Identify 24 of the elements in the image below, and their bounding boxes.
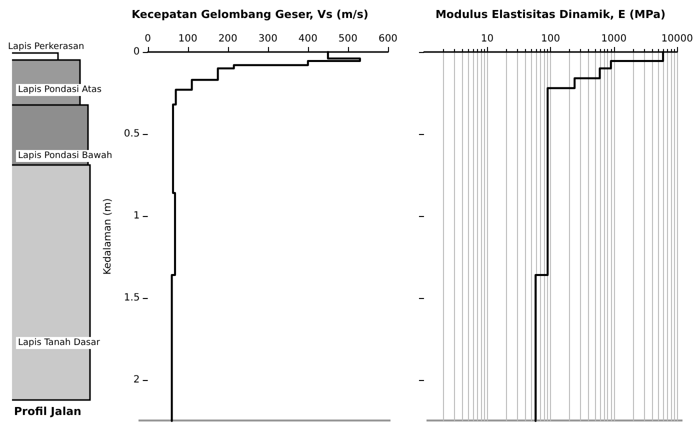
- y-tick-label: 1.5: [124, 292, 140, 304]
- x-tick-label: 200: [218, 34, 238, 44]
- y-tick-label: 2: [133, 374, 140, 386]
- chart-title: Modulus Elastisitas Dinamik, E (MPa): [435, 8, 666, 21]
- x-tick-label: 500: [338, 34, 358, 44]
- y-tick-label: 0.5: [124, 128, 140, 140]
- y-tick-label: 0: [133, 46, 140, 58]
- text: Lapis Pondasi Atas: [16, 84, 104, 96]
- y-tick-label: 1: [133, 210, 140, 222]
- x-tick-label: 400: [298, 34, 318, 44]
- x-tick-label: 600: [378, 34, 398, 44]
- x-tick-label: 1000: [601, 34, 627, 44]
- text: Lapis Perkerasan: [7, 41, 86, 53]
- text: Profil Jalan: [14, 405, 82, 418]
- x-tick-label: 0: [144, 34, 151, 44]
- x-tick-label: 100: [541, 34, 560, 44]
- y-axis-title: Kedalaman (m): [102, 198, 114, 275]
- x-tick-label: 100: [178, 34, 198, 44]
- x-tick-label: 10000: [661, 34, 693, 44]
- text: Lapis Pondasi Bawah: [16, 150, 114, 162]
- x-tick-label: 300: [258, 34, 278, 44]
- text: Lapis Tanah Dasar: [16, 337, 102, 349]
- chart-title: Kecepatan Gelombang Geser, Vs (m/s): [132, 8, 368, 21]
- x-tick-label: 10: [480, 34, 494, 44]
